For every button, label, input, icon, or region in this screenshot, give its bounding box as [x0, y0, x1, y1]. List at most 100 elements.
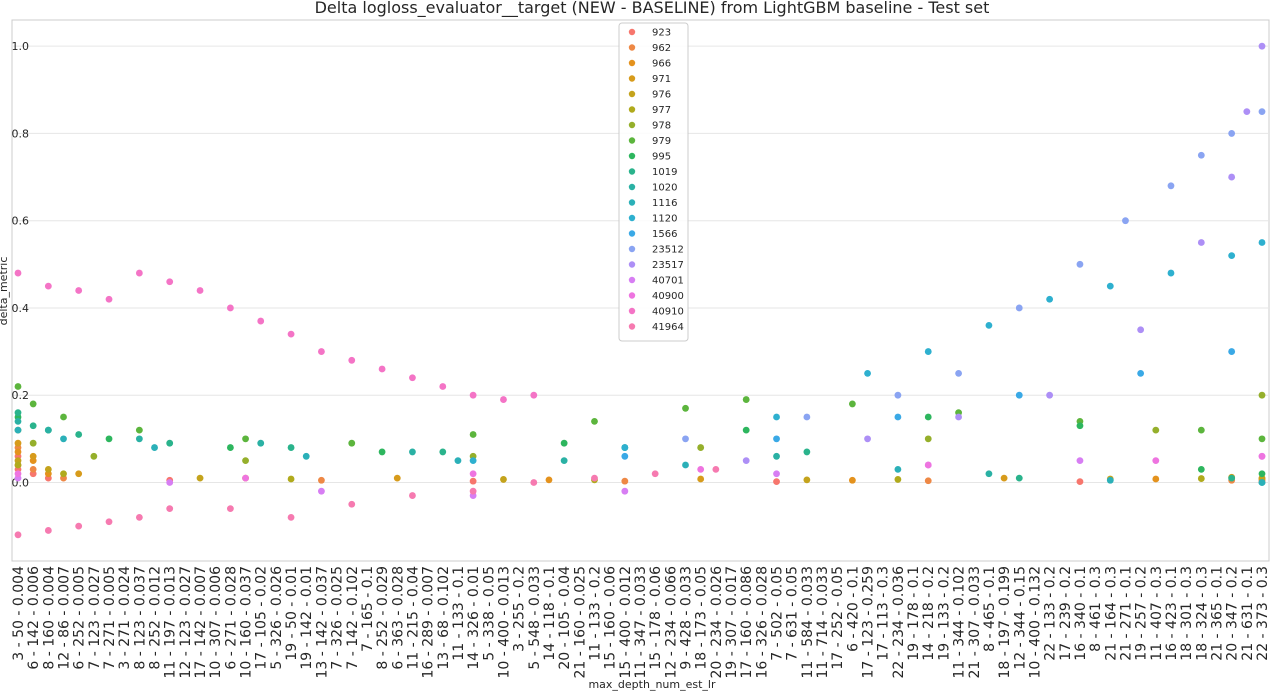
x-tick-label: 10 - 400 - 0.013 — [496, 566, 512, 679]
data-point — [803, 476, 811, 484]
data-point — [1258, 391, 1266, 399]
legend-marker — [628, 199, 636, 206]
legend-marker — [628, 183, 636, 191]
x-tick-label: 16 - 326 - 0.028 — [754, 566, 770, 679]
data-point — [1000, 474, 1008, 482]
legend-label: 978 — [652, 121, 671, 132]
data-point — [75, 522, 83, 530]
data-point — [75, 431, 83, 438]
legend-label: 1116 — [652, 198, 677, 209]
data-point — [1258, 435, 1266, 443]
x-tick-label: 5 - 548 - 0.033 — [527, 566, 543, 670]
data-point — [29, 452, 37, 460]
data-point — [697, 444, 705, 451]
data-point — [44, 426, 52, 434]
x-tick-label: 11 - 197 - 0.013 — [163, 566, 179, 679]
data-point — [1076, 457, 1084, 465]
data-point — [1228, 348, 1236, 355]
data-point — [682, 404, 689, 412]
data-point — [773, 470, 780, 478]
data-point — [1258, 108, 1266, 116]
legend-label: 962 — [652, 43, 671, 54]
data-point — [196, 474, 204, 482]
x-tick-label: 17 - 142 - 0.007 — [193, 566, 209, 679]
data-point — [621, 452, 629, 460]
data-point — [1197, 465, 1205, 473]
data-point — [1137, 369, 1145, 377]
x-tick-label: 12 - 123 - 0.027 — [178, 566, 194, 679]
data-point — [924, 461, 932, 469]
y-tick-label: 1.0 — [12, 40, 30, 53]
legend-label: 1120 — [652, 214, 677, 225]
data-point — [1152, 457, 1160, 465]
data-point — [14, 383, 22, 390]
legend-marker — [628, 245, 636, 253]
x-tick-label: 6 - 420 - 0.1 — [845, 566, 861, 652]
data-point — [1228, 173, 1236, 181]
x-tick-label: 11 - 347 - 0.033 — [633, 566, 649, 679]
data-point — [44, 527, 52, 534]
x-tick-label: 11 - 584 - 0.033 — [800, 566, 816, 679]
data-point — [1122, 217, 1129, 225]
x-tick-label: 11 - 215 - 0.04 — [405, 566, 421, 670]
x-tick-label: 13 - 68 - 0.102 — [436, 566, 452, 670]
data-point — [1076, 478, 1084, 485]
data-point — [287, 330, 295, 338]
data-point — [924, 348, 932, 355]
data-point — [1258, 239, 1266, 246]
data-point — [469, 431, 477, 438]
x-tick-label: 21 - 365 - 0.1 — [1209, 566, 1225, 661]
data-point — [14, 409, 22, 417]
data-point — [651, 470, 659, 478]
x-tick-label: 12 - 234 - 0.066 — [663, 566, 679, 679]
x-tick-label: 19 - 142 - 0.01 — [299, 566, 315, 670]
x-tick-label: 15 - 160 - 0.06 — [603, 566, 619, 670]
data-point — [318, 348, 325, 355]
data-point — [287, 444, 295, 451]
x-tick-label: 17 - 105 - 0.02 — [254, 566, 270, 670]
legend-marker — [628, 121, 636, 129]
x-tick-label: 16 - 289 - 0.007 — [421, 566, 437, 679]
x-axis-ticks: 3 - 50 - 0.004 6 - 142 - 0.006 8 - 160 - 0… — [11, 566, 1271, 679]
legend-label: 40910 — [652, 307, 684, 318]
x-tick-label: 12 - 344 - 0.15 — [1012, 566, 1028, 670]
data-point — [985, 322, 993, 329]
data-point — [621, 487, 629, 495]
x-tick-label: 18 - 173 - 0.05 — [694, 566, 710, 670]
x-tick-label: 8 - 252 - 0.012 — [148, 566, 164, 670]
x-tick-label: 19 - 178 - 0.1 — [906, 566, 922, 661]
data-point — [135, 426, 143, 434]
data-point — [682, 461, 689, 469]
data-point — [409, 374, 416, 382]
data-point — [985, 470, 993, 478]
x-tick-label: 20 - 105 - 0.04 — [557, 566, 573, 670]
data-point — [60, 470, 67, 478]
x-tick-label: 22 - 133 - 0.2 — [1043, 566, 1059, 661]
data-point — [894, 465, 902, 473]
data-point — [469, 391, 477, 399]
legend-marker — [628, 90, 636, 98]
x-tick-label: 12 - 86 - 0.007 — [57, 566, 73, 670]
data-point — [773, 435, 780, 443]
x-tick-label: 21 - 271 - 0.1 — [1118, 566, 1134, 661]
x-tick-label: 15 - 400 - 0.012 — [618, 566, 634, 679]
data-point — [14, 470, 22, 478]
x-tick-label: 3 - 271 - 0.024 — [117, 566, 133, 670]
data-point — [1076, 260, 1084, 268]
data-point — [864, 435, 871, 443]
data-point — [955, 369, 962, 377]
legend-label: 966 — [652, 59, 671, 70]
data-point — [1015, 391, 1023, 399]
data-point — [864, 369, 871, 377]
x-tick-label: 8 - 123 - 0.037 — [132, 566, 148, 670]
data-point — [1228, 130, 1236, 137]
series-23517 — [742, 42, 1266, 465]
data-point — [1046, 295, 1054, 303]
data-point — [1152, 426, 1160, 434]
chart-title: Delta logloss_evaluator__target (NEW - B… — [315, 0, 990, 18]
data-point — [14, 417, 22, 425]
data-point — [287, 513, 295, 521]
legend-marker — [628, 261, 636, 268]
x-tick-label: 17 - 113 - 0.3 — [876, 566, 892, 661]
